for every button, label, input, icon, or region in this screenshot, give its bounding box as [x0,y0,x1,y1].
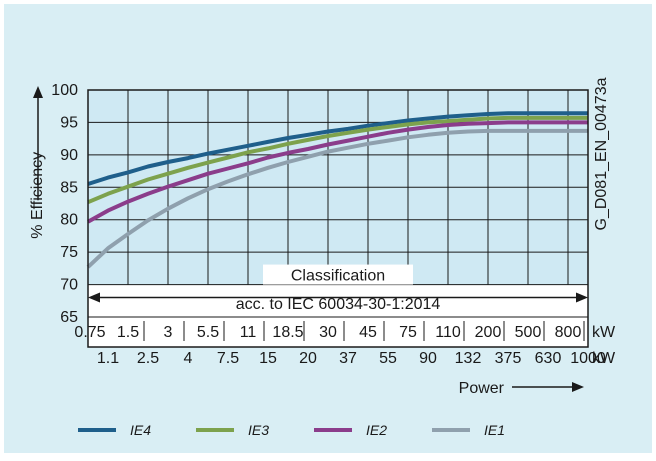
classification-label: Classification [291,268,385,285]
y-tick-label: 65 [60,309,78,326]
y-tick-label: 70 [60,277,78,294]
efficiency-chart: Classification acc. to IEC 60034-30-1:201… [29,77,616,438]
x-tick-label-bottom: 20 [299,350,317,367]
x-axis-title: Power [459,380,505,397]
x-tick-label-bottom: 37 [339,350,357,367]
series-line-ie4 [87,111,588,186]
x-tick-label-top: 75 [399,324,417,341]
legend-label-ie2: IE2 [366,422,387,438]
chart-panel: Classification acc. to IEC 60034-30-1:201… [4,4,652,453]
x-unit-label-bottom: kW [592,350,616,367]
x-tick-label-bottom: 90 [419,350,437,367]
y-tick-label: 100 [51,82,78,99]
x-label-band [88,317,588,347]
x-axis-arrow-head [572,382,584,392]
x-tick-label-top: 1.5 [117,324,139,341]
x-tick-label-bottom: 4 [184,350,193,367]
legend-label-ie3: IE3 [248,422,269,438]
x-tick-label-top: 0.75 [74,324,105,341]
x-tick-label-bottom: 630 [535,350,562,367]
arrow-head-right [576,292,588,303]
x-tick-label-top: 5.5 [197,324,219,341]
x-tick-label-top: 30 [319,324,337,341]
y-tick-label: 95 [60,114,78,131]
series-line-ie1 [86,128,588,269]
x-tick-label-top: 800 [555,324,582,341]
x-tick-label-bottom: 1.1 [97,350,119,367]
x-tick-label-top: 11 [240,324,257,341]
x-tick-label-top: 200 [475,324,502,341]
plot-frame [87,89,589,348]
y-axis-arrow-head [33,86,43,98]
x-tick-label-bottom: 132 [455,350,482,367]
y-tick-label: 75 [60,244,78,261]
legend-label-ie4: IE4 [130,422,151,438]
x-tick-label-top: 3 [164,324,173,341]
figure-id: G_D081_EN_00473a [593,77,610,230]
classification-band [88,284,588,317]
x-tick-label-bottom: 15 [259,350,277,367]
x-tick-label-bottom: 7.5 [217,350,239,367]
series-line-ie2 [87,120,588,224]
x-unit-label-top: kW [592,324,616,341]
classification-label-bg [263,264,413,285]
standard-label: acc. to IEC 60034-30-1:2014 [236,296,441,313]
x-tick-label-top: 45 [359,324,377,341]
series-line-ie3 [87,115,588,205]
x-tick-label-bottom: 1000 [570,350,606,367]
x-tick-label-bottom: 2.5 [137,350,159,367]
arrow-head-left [88,292,100,303]
y-tick-label: 85 [60,179,78,196]
x-tick-label-bottom: 375 [495,350,522,367]
x-tick-label-bottom: 55 [379,350,397,367]
legend-label-ie1: IE1 [484,422,505,438]
y-tick-label: 80 [60,212,78,229]
x-tick-label-top: 500 [515,324,542,341]
y-tick-label: 90 [60,147,78,164]
x-tick-label-top: 18.5 [272,324,303,341]
x-tick-label-top: 110 [435,324,461,341]
